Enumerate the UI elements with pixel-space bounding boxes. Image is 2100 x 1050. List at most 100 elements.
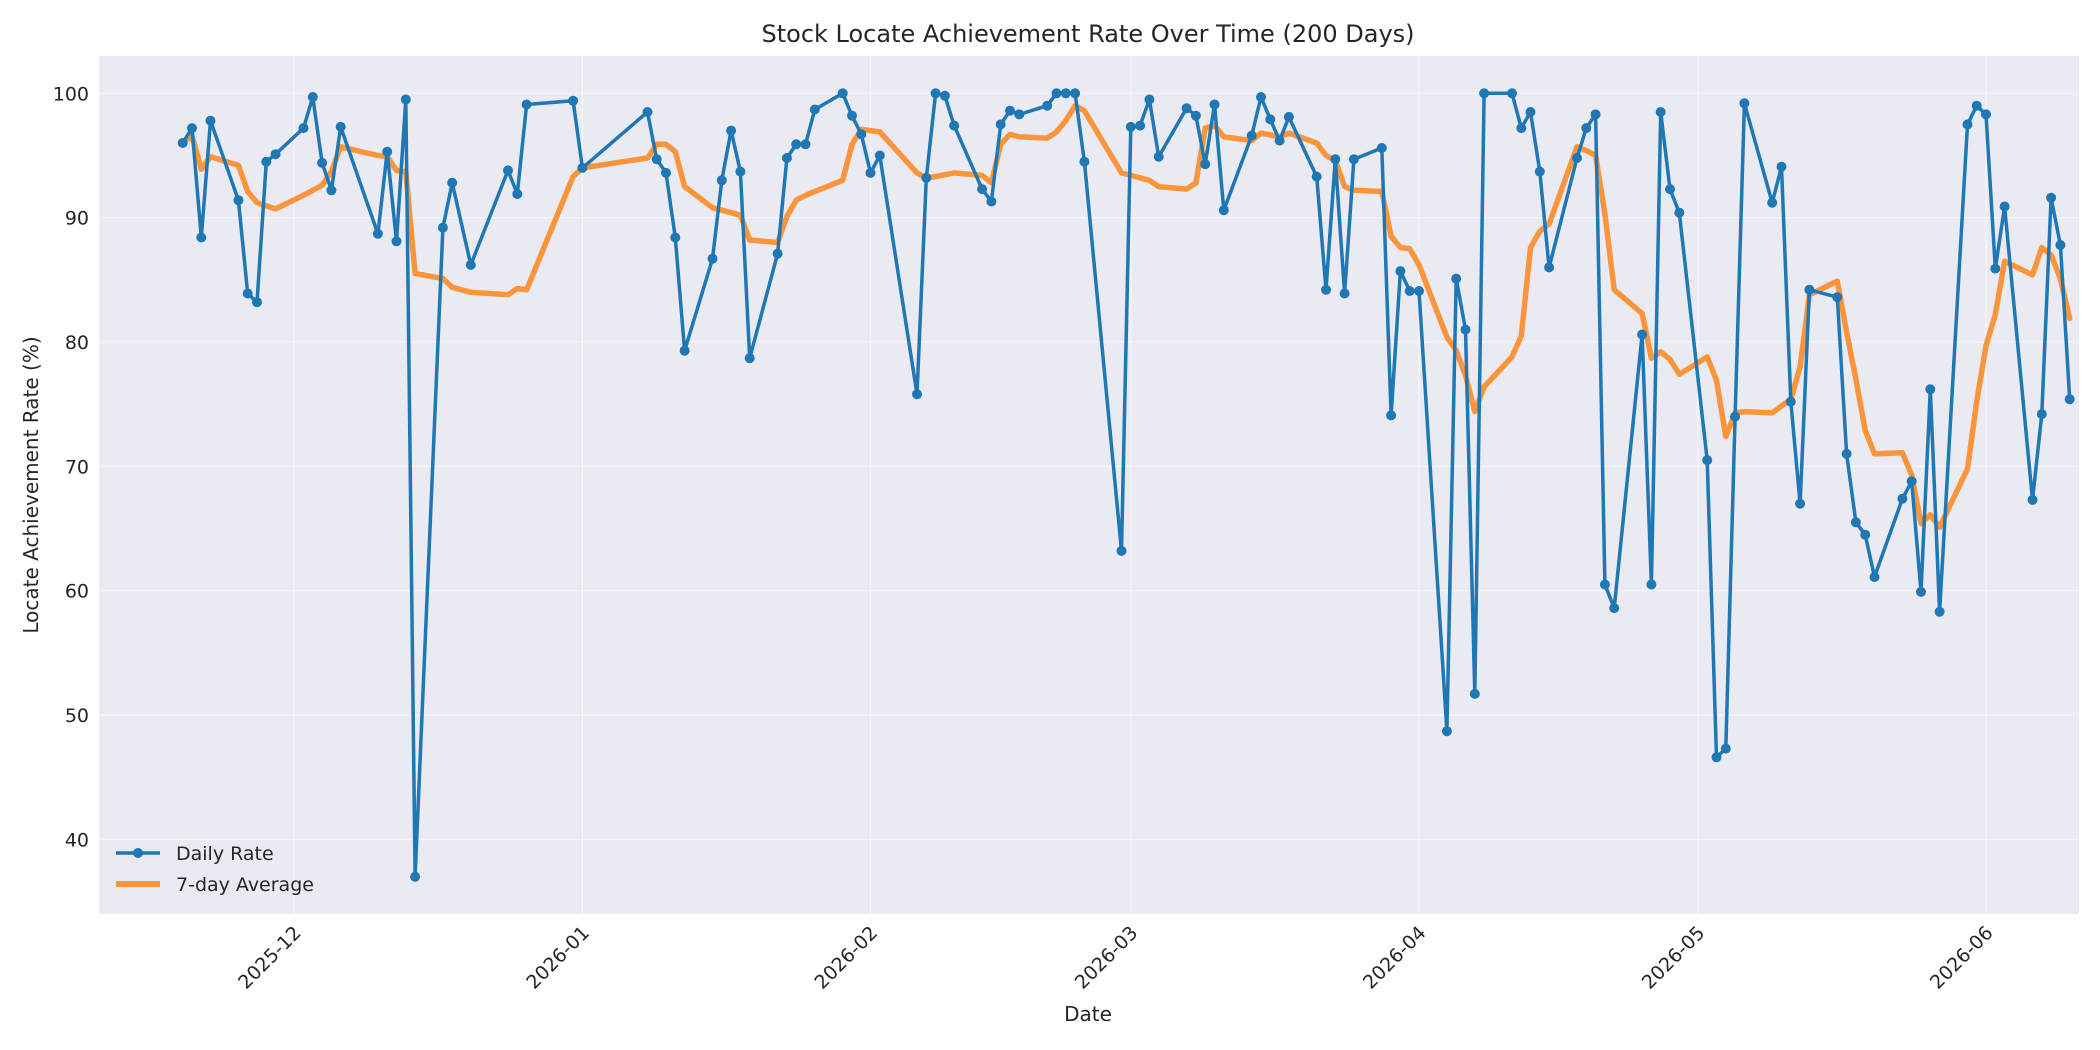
daily-rate-point: [2036, 409, 2047, 420]
daily-rate-point: [1534, 166, 1545, 177]
daily-rate-point: [1256, 92, 1266, 102]
daily-rate-point: [874, 150, 885, 161]
daily-rate-point: [1042, 100, 1053, 111]
daily-rate-point: [1962, 119, 1973, 130]
daily-rate-point: [196, 232, 207, 243]
daily-rate-point: [1981, 109, 1991, 120]
daily-rate-point: [986, 196, 997, 207]
daily-rate-point: [995, 119, 1006, 130]
daily-rate-point: [949, 120, 960, 131]
daily-rate-point: [707, 253, 718, 264]
daily-rate-point: [847, 110, 857, 121]
daily-rate-point: [661, 167, 671, 178]
x-axis-label: Date: [1064, 1002, 1112, 1026]
daily-rate-point: [1339, 288, 1350, 299]
daily-rate-point: [205, 115, 216, 126]
daily-rate-point: [1730, 411, 1741, 422]
daily-rate-point: [242, 288, 253, 299]
daily-rate-point: [1265, 114, 1276, 125]
daily-rate-point: [1609, 603, 1620, 614]
daily-rate-point: [1804, 284, 1815, 295]
daily-rate-point: [1414, 286, 1424, 296]
series-line-7day-average: [179, 102, 2073, 531]
y-tick-label: 100: [53, 83, 89, 105]
daily-rate-point: [1153, 151, 1164, 162]
daily-rate-point: [512, 189, 523, 199]
daily-rate-point: [1665, 184, 1675, 195]
daily-rate-point: [1599, 579, 1610, 590]
x-tick-label: 2026-04: [1359, 922, 1431, 994]
daily-rate-point: [1637, 329, 1648, 340]
daily-rate-point: [1850, 517, 1861, 528]
daily-rate-point: [670, 232, 681, 243]
daily-rate-point: [651, 154, 662, 165]
daily-rate-point: [1795, 498, 1806, 509]
daily-rate-point: [1321, 284, 1331, 295]
daily-rate-point: [335, 121, 346, 132]
daily-rate-point: [2055, 240, 2066, 250]
daily-rate-point: [1311, 171, 1322, 182]
daily-rate-point: [1404, 286, 1415, 296]
daily-rate-point: [921, 172, 932, 183]
daily-rate-point: [1655, 107, 1666, 117]
daily-rate-point: [391, 236, 402, 247]
y-tick-label: 40: [65, 829, 89, 851]
daily-rate-point: [307, 92, 318, 102]
daily-rate-point: [1934, 606, 1945, 617]
daily-rate-point: [1516, 123, 1527, 134]
daily-rate-point: [791, 139, 802, 150]
daily-rate-point: [1544, 262, 1555, 273]
daily-rate-point: [1125, 121, 1136, 132]
daily-rate-point: [187, 123, 197, 134]
daily-rate-point: [400, 94, 411, 105]
daily-rate-point: [447, 177, 458, 188]
series-layer: [177, 88, 2075, 882]
daily-rate-point: [1200, 159, 1211, 170]
daily-rate-point: [2064, 394, 2075, 405]
daily-rate-point: [1785, 396, 1796, 407]
daily-rate-point: [1005, 105, 1015, 116]
daily-rate-point: [177, 138, 188, 148]
x-tick-label: 2026-01: [522, 922, 594, 994]
daily-rate-point: [977, 184, 988, 195]
daily-rate-point: [1135, 120, 1146, 131]
daily-rate-point: [1525, 107, 1536, 117]
daily-rate-point: [1841, 448, 1852, 459]
daily-rate-point: [679, 345, 690, 356]
daily-rate-point: [261, 156, 272, 167]
daily-rate-point: [1767, 197, 1778, 208]
daily-rate-point: [1860, 529, 1871, 540]
daily-rate-point: [837, 88, 848, 99]
daily-rate-point: [1469, 688, 1480, 699]
daily-rate-point: [1581, 123, 1592, 134]
y-tick-label: 90: [65, 208, 89, 230]
daily-rate-point: [1832, 292, 1843, 303]
daily-rate-point: [521, 99, 532, 110]
daily-rate-point: [912, 389, 922, 400]
chart-title: Stock Locate Achievement Rate Over Time …: [761, 20, 1414, 48]
y-tick-label: 70: [65, 456, 89, 478]
daily-rate-point: [1330, 154, 1341, 165]
daily-rate-point: [1051, 88, 1062, 99]
daily-rate-point: [1395, 266, 1406, 277]
daily-rate-point: [865, 167, 876, 178]
daily-rate-point: [1386, 410, 1397, 421]
daily-rate-point: [1990, 263, 2001, 274]
daily-rate-point: [735, 166, 746, 177]
daily-rate-point: [726, 125, 737, 136]
daily-rate-point: [326, 185, 337, 196]
daily-rate-point: [939, 90, 950, 101]
daily-rate-point: [642, 107, 653, 117]
x-tick-label: 2026-03: [1071, 922, 1143, 994]
daily-rate-point: [1190, 110, 1201, 121]
x-tick-label: 2026-05: [1638, 922, 1710, 994]
daily-rate-point: [1999, 201, 2010, 212]
daily-rate-point: [270, 149, 281, 160]
daily-rate-point: [1590, 109, 1601, 120]
daily-rate-point: [1739, 98, 1750, 109]
daily-rate-point: [1348, 154, 1359, 165]
daily-rate-point: [1460, 324, 1471, 335]
daily-rate-point: [437, 222, 448, 233]
daily-rate-point: [503, 165, 513, 176]
